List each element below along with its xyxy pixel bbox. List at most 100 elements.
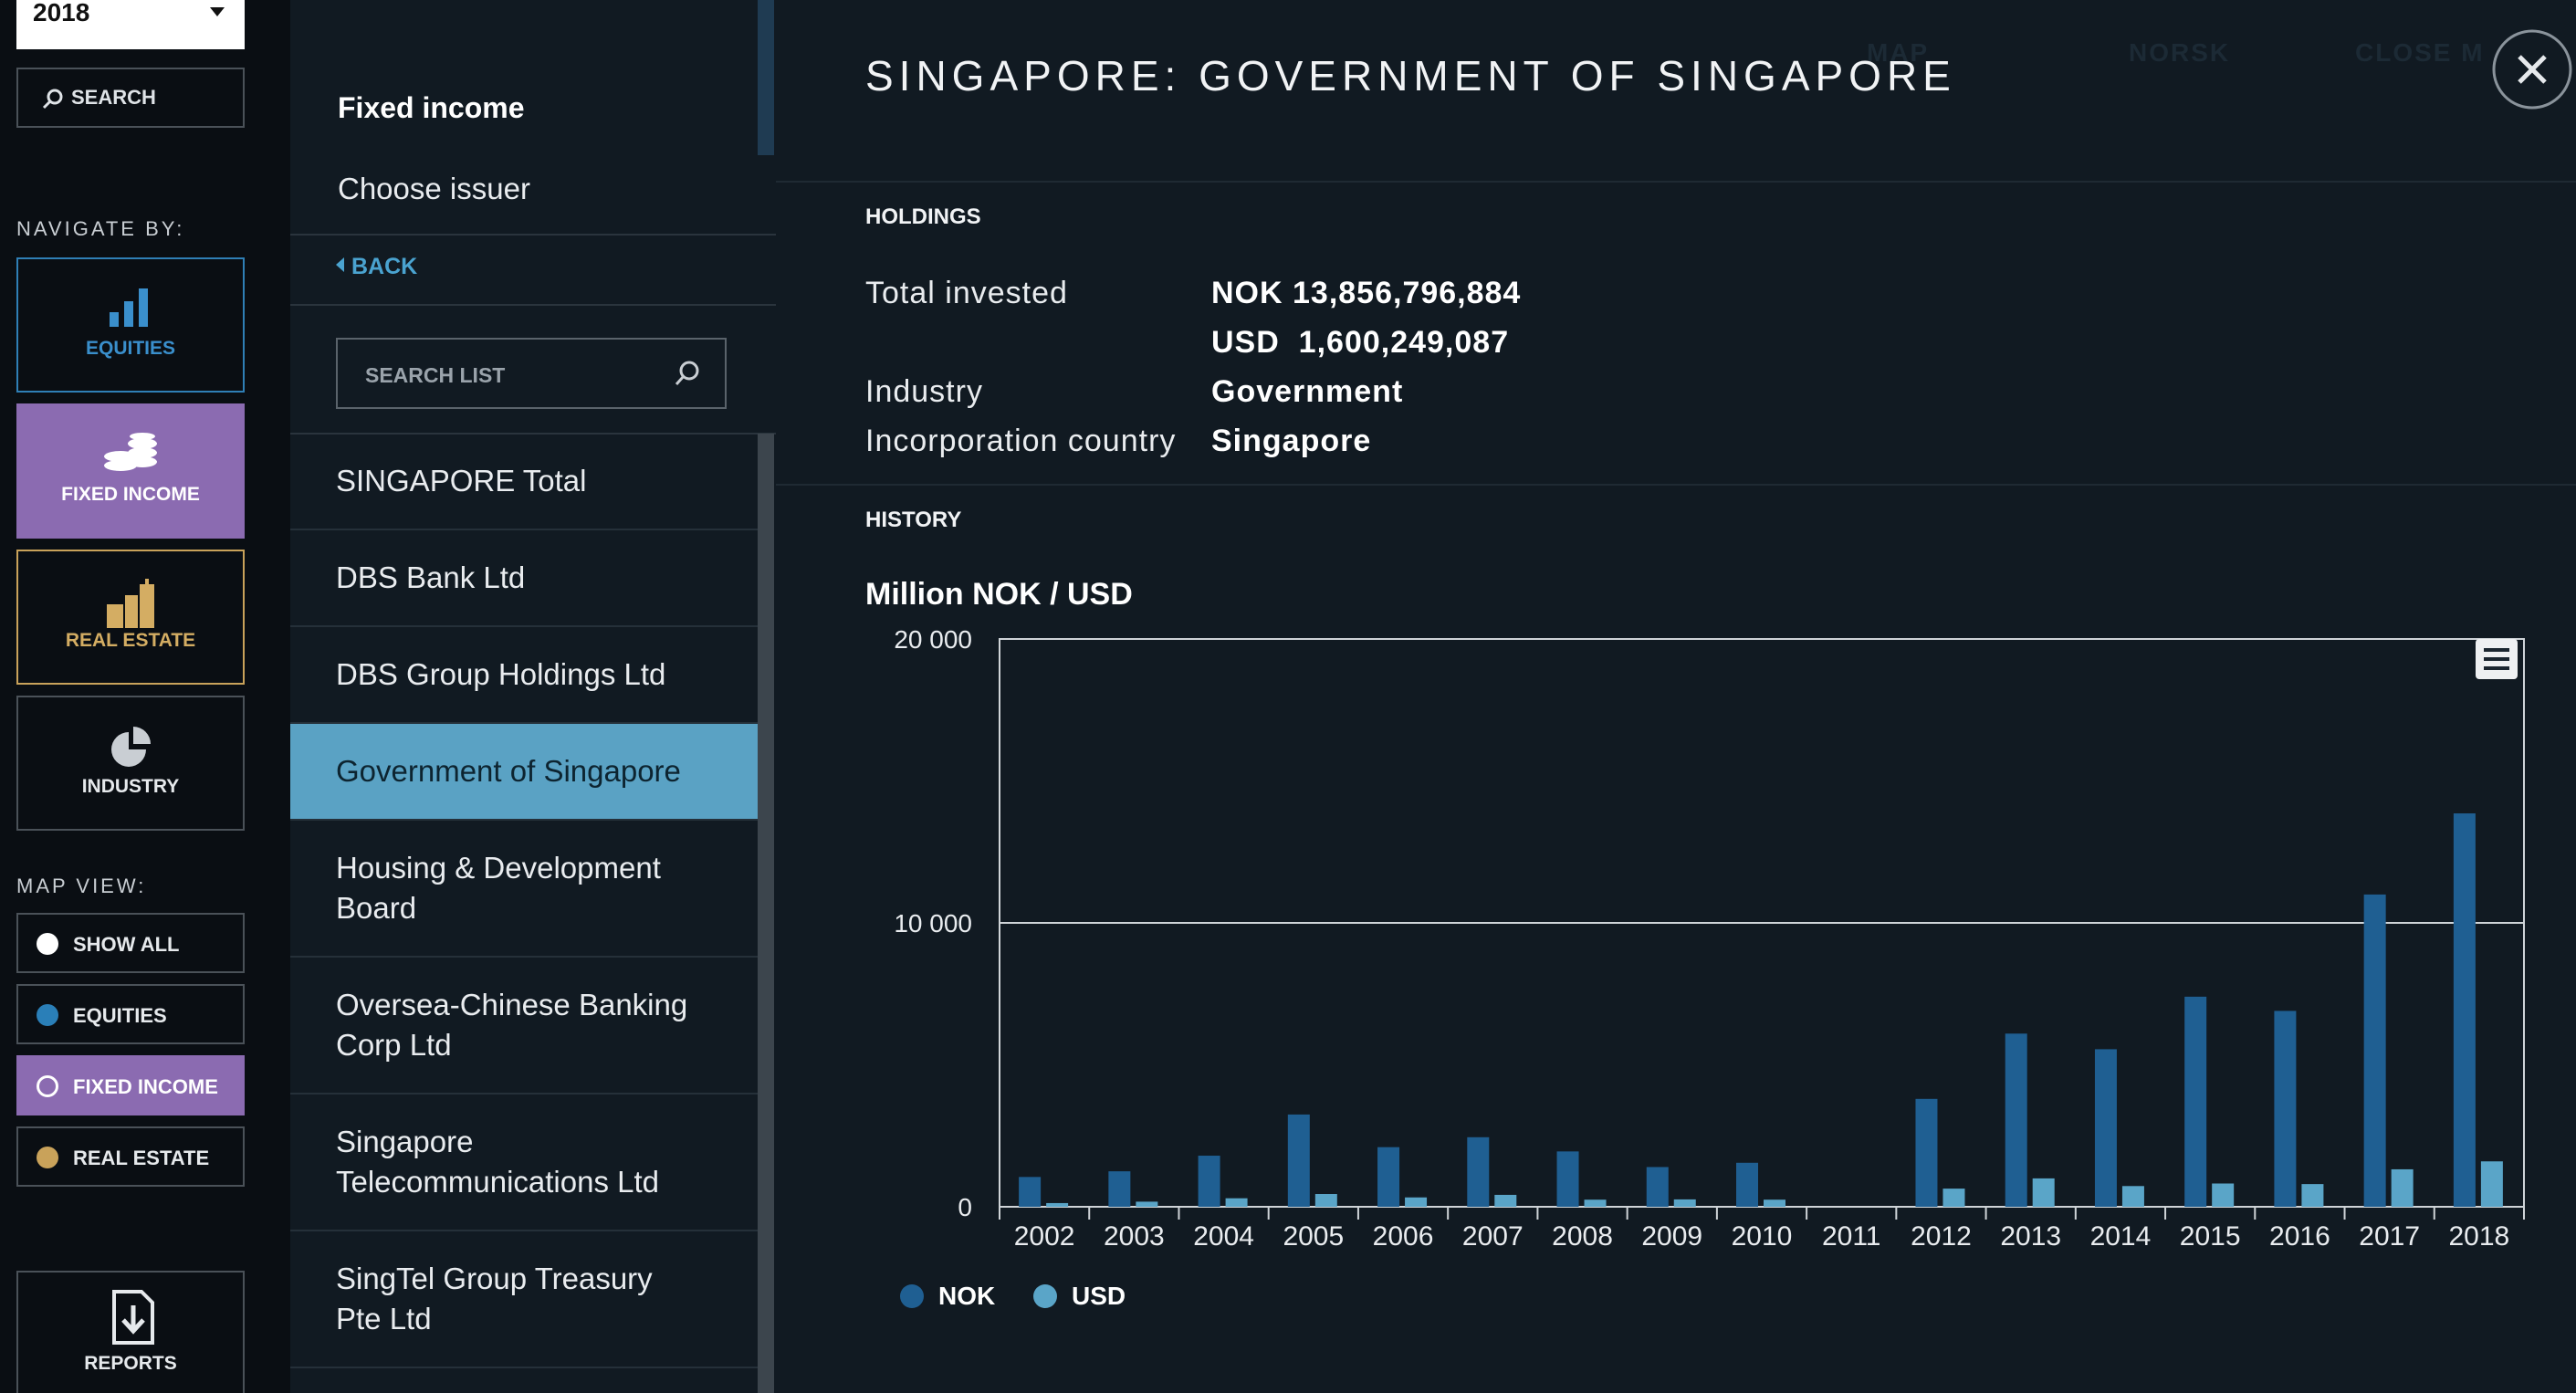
nav-equities-button[interactable]: EQUITIES (16, 257, 245, 393)
x-tick-label: 2013 (2000, 1221, 2061, 1252)
x-tick-label: 2002 (1014, 1221, 1075, 1252)
bar-usd-2002 (1046, 1202, 1069, 1207)
y-tick-label: 20 000 (894, 625, 972, 654)
issuer-item[interactable]: SingTel Group Treasury Pte Ltd (290, 1231, 758, 1368)
x-tick-label: 2015 (2180, 1221, 2241, 1252)
y-tick-label: 10 000 (894, 909, 972, 937)
legend-item-usd[interactable]: USD (1033, 1282, 1126, 1311)
menu-icon (2484, 648, 2509, 652)
x-tick-label: 2008 (1552, 1221, 1613, 1252)
issuer-label: DBS Group Holdings Ltd (336, 657, 666, 691)
issuer-item[interactable]: DBS Bank Ltd (290, 530, 758, 627)
menu-icon (2484, 666, 2509, 670)
bar-nok-2004 (1198, 1156, 1220, 1207)
issuer-label: Government of Singapore (336, 754, 681, 788)
incorporation-country-value: Singapore (1211, 424, 1372, 458)
x-tick-label: 2004 (1193, 1221, 1254, 1252)
bar-usd-2007 (1494, 1194, 1517, 1207)
legend-label: USD (1072, 1282, 1126, 1310)
back-button[interactable]: BACK (336, 254, 417, 280)
blue-dot-icon (37, 1004, 58, 1026)
search-button[interactable]: SEARCH (16, 68, 245, 128)
chart-title: Million NOK / USD (865, 577, 1133, 612)
search-label: SEARCH (71, 86, 156, 109)
panel-scroll-thumb[interactable] (758, 0, 774, 155)
x-tick-label: 2003 (1104, 1221, 1165, 1252)
bar-nok-2014 (2094, 1049, 2117, 1207)
bar-nok-2005 (1287, 1114, 1310, 1207)
gold-dot-icon (37, 1147, 58, 1168)
issuer-item[interactable]: SINGAPORE Total (290, 434, 758, 530)
map-option-label: EQUITIES (73, 1004, 167, 1027)
incorporation-country-label: Incorporation country (865, 424, 1177, 458)
bar-usd-2014 (2121, 1186, 2144, 1207)
nav-fixed-income-label: FIXED INCOME (61, 484, 200, 505)
divider (776, 484, 2576, 486)
issuer-label: SINGAPORE Total (336, 464, 587, 498)
bar-usd-2003 (1136, 1201, 1158, 1207)
bar-usd-2018 (2480, 1161, 2503, 1207)
legend-dot-icon (900, 1284, 924, 1308)
map-option-label: SHOW ALL (73, 933, 180, 956)
nav-real-estate-label: REAL ESTATE (65, 630, 196, 651)
bar-usd-2004 (1225, 1198, 1248, 1207)
back-label: BACK (351, 254, 418, 279)
history-bar-chart: 0 10 000 20 000 2002 2003 2004 2005 2006 2007 200… (894, 625, 2525, 1252)
map-show-all-option[interactable]: SHOW ALL (16, 913, 245, 973)
history-heading: HISTORY (865, 508, 962, 532)
divider (290, 304, 776, 306)
search-list-input[interactable]: SEARCH LIST (336, 338, 727, 409)
nav-fixed-income-button[interactable]: FIXED INCOME (16, 403, 245, 539)
bar-nok-2003 (1108, 1171, 1131, 1207)
bar-usd-2017 (2391, 1168, 2414, 1207)
x-tick-label: 2011 (1822, 1221, 1881, 1252)
panel-title: Fixed income (338, 91, 525, 124)
building-icon (107, 579, 154, 628)
issuer-item[interactable]: Housing & Development Board (290, 821, 758, 958)
map-link-faded: MAP (1867, 38, 1930, 67)
bar-nok-2009 (1646, 1167, 1669, 1207)
issuer-item-selected[interactable]: Government of Singapore (290, 724, 758, 821)
issuer-list: SINGAPORE Total DBS Bank Ltd DBS Group H… (290, 434, 758, 1368)
legend-item-nok[interactable]: NOK (900, 1282, 995, 1311)
chart-menu-button[interactable] (2476, 639, 2518, 679)
map-real-estate-option[interactable]: REAL ESTATE (16, 1126, 245, 1187)
x-tick-label: 2005 (1283, 1221, 1344, 1252)
detail-title: SINGAPORE: GOVERNMENT OF SINGAPORE (865, 52, 1956, 100)
x-tick-label: 2006 (1373, 1221, 1434, 1252)
issuer-item[interactable]: DBS Group Holdings Ltd (290, 627, 758, 724)
map-equities-option[interactable]: EQUITIES (16, 984, 245, 1044)
issuer-label: Oversea-Chinese Banking Corp Ltd (336, 988, 688, 1062)
map-option-label: FIXED INCOME (73, 1075, 218, 1098)
nav-equities-label: EQUITIES (85, 338, 176, 359)
white-dot-icon (37, 933, 58, 955)
nav-industry-label: INDUSTRY (81, 776, 180, 797)
issuer-item[interactable]: Oversea-Chinese Banking Corp Ltd (290, 958, 758, 1094)
bar-nok-2016 (2274, 1011, 2297, 1207)
bar-usd-2016 (2301, 1184, 2324, 1207)
close-icon (2492, 29, 2572, 110)
reports-button[interactable]: REPORTS (16, 1271, 245, 1393)
issuer-list-scrollbar[interactable] (758, 434, 774, 1393)
year-value: 2018 (33, 0, 90, 26)
nav-real-estate-button[interactable]: REAL ESTATE (16, 550, 245, 685)
issuer-label: DBS Bank Ltd (336, 560, 526, 594)
map-fixed-income-option[interactable]: FIXED INCOME (16, 1055, 245, 1115)
issuer-list-panel: Fixed income Choose issuer BACK SEARCH L… (290, 0, 776, 1393)
x-tick-label: 2007 (1462, 1221, 1524, 1252)
issuer-item[interactable]: Singapore Telecommunications Ltd (290, 1094, 758, 1231)
pie-chart-icon (111, 727, 151, 767)
close-map-link-faded: CLOSE M (2355, 38, 2485, 67)
y-tick-label: 0 (958, 1193, 972, 1221)
year-select[interactable]: 2018 (16, 0, 245, 49)
legend-label: NOK (938, 1282, 996, 1310)
nav-industry-button[interactable]: INDUSTRY (16, 696, 245, 831)
bar-nok-2018 (2453, 813, 2476, 1207)
bar-nok-2007 (1467, 1136, 1490, 1207)
bar-usd-2008 (1584, 1199, 1607, 1207)
bar-nok-2010 (1736, 1162, 1758, 1207)
bar-chart-icon (110, 288, 148, 327)
bar-nok-2002 (1019, 1177, 1042, 1207)
x-tick-label: 2018 (2449, 1221, 2510, 1252)
close-button[interactable] (2468, 29, 2576, 157)
